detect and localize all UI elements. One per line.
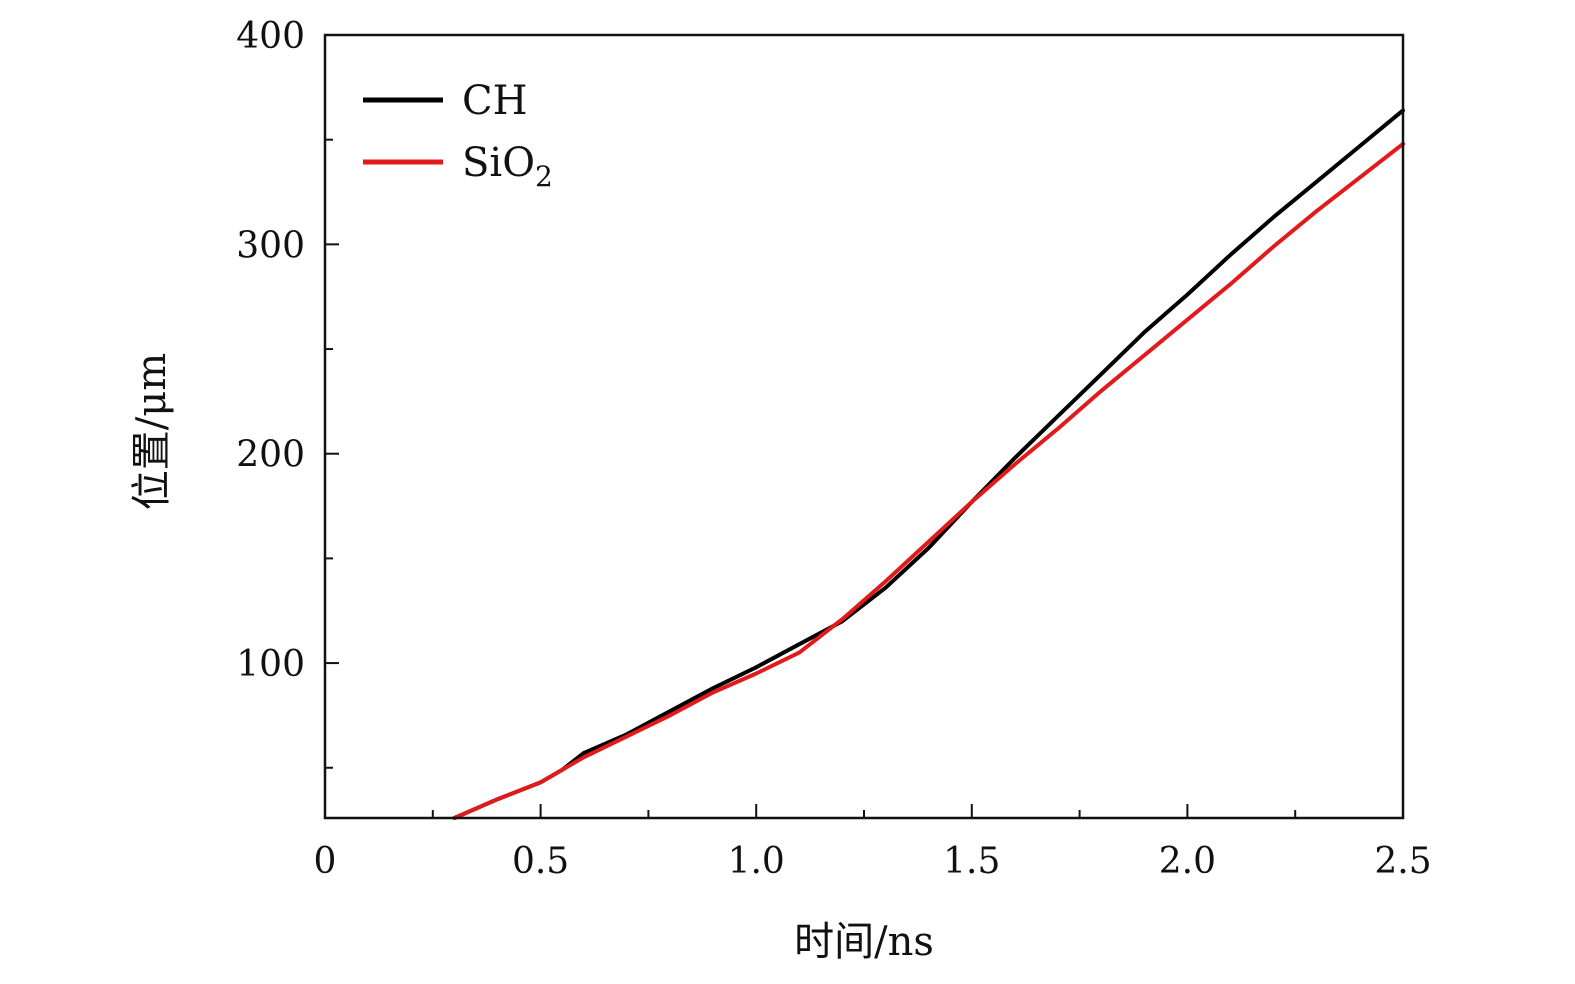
tick-label-layer: 0 0.5 1.0 1.5 2.0 2.5 100 200 300 400 <box>236 16 1431 882</box>
x-tick-label-0: 0 <box>314 841 337 882</box>
y-tick-label-2: 300 <box>236 225 305 266</box>
legend-label-0: CH <box>462 78 528 124</box>
x-axis-title: 时间/ns <box>794 919 934 965</box>
y-tick-label-0: 100 <box>236 644 305 685</box>
series-line-1 <box>452 141 1405 820</box>
x-tick-label-3: 1.5 <box>943 841 1000 882</box>
legend: CH SiO2 <box>363 78 553 193</box>
y-tick-label-1: 200 <box>236 435 305 476</box>
legend-label-1: SiO2 <box>462 140 553 193</box>
x-tick-label-1: 0.5 <box>512 841 569 882</box>
series-line-0 <box>452 108 1405 820</box>
x-tick-label-5: 2.5 <box>1374 841 1431 882</box>
series-layer <box>452 108 1405 820</box>
x-tick-label-4: 2.0 <box>1159 841 1216 882</box>
y-axis-title: 位置/μm <box>129 353 175 510</box>
y-tick-label-3: 400 <box>236 16 305 57</box>
x-tick-label-2: 1.0 <box>728 841 785 882</box>
tick-layer <box>324 34 1404 818</box>
